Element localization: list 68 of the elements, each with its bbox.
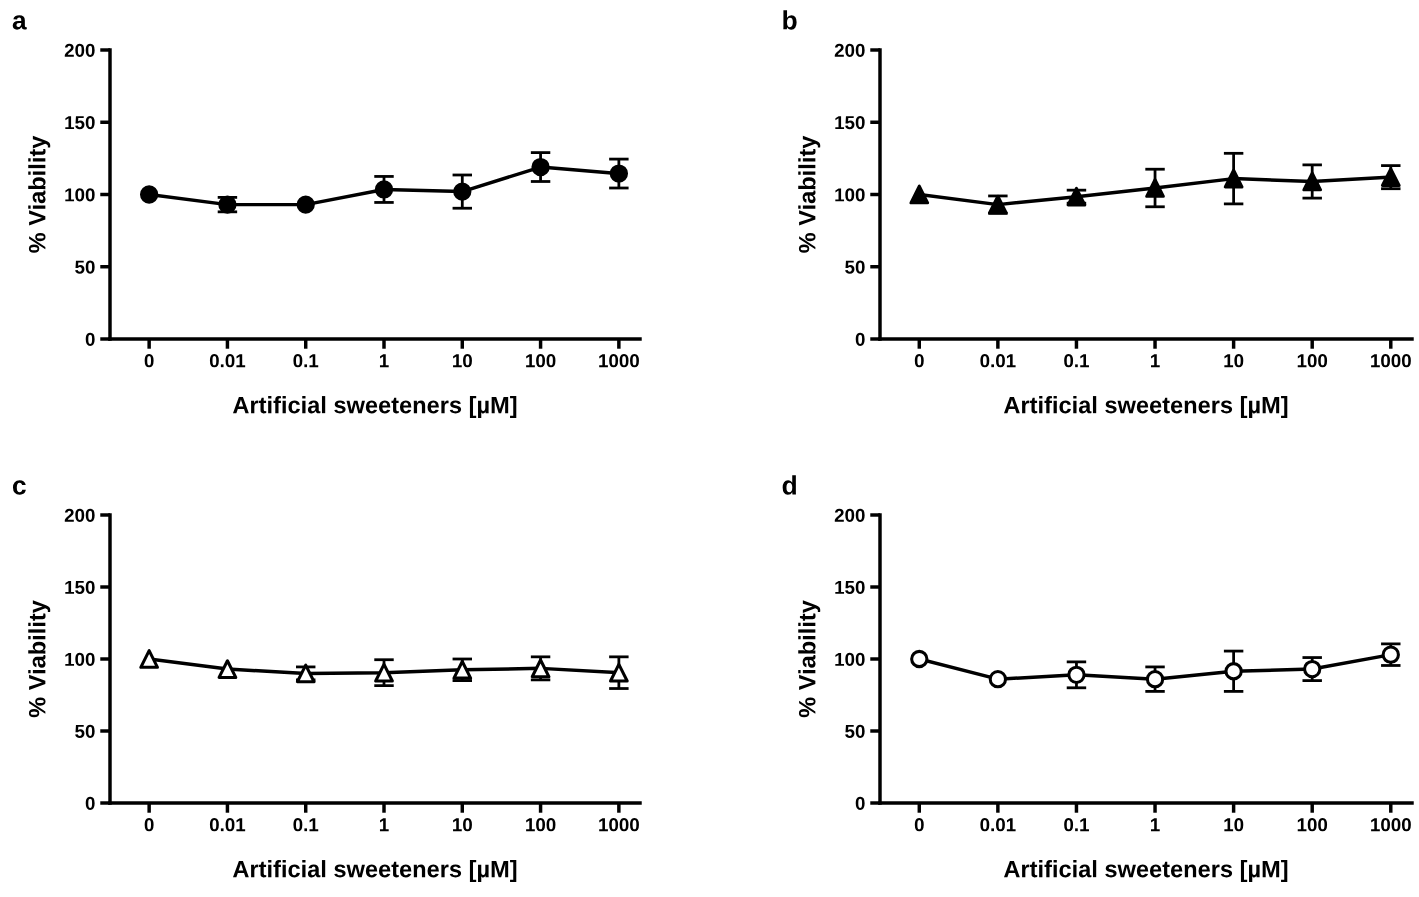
y-tick-label: 50: [845, 724, 865, 738]
point: [1145, 178, 1165, 198]
x-axis-title: Artificial sweeteners [µM]: [1003, 396, 1288, 419]
y-tick-label: 200: [64, 508, 95, 522]
x-tick-label: 0.01: [980, 354, 1016, 368]
y-tick-label: 0: [855, 332, 865, 346]
x-tick-label: 0.01: [209, 818, 246, 832]
x-tick-label: 0.1: [293, 354, 319, 368]
x-tick-label: 10: [1224, 818, 1244, 832]
y-tick-label: 150: [65, 580, 95, 594]
y-axis-title: % Viability: [798, 135, 821, 253]
x-tick-label: 1000: [1371, 354, 1411, 368]
x-tick-label: 0: [914, 354, 924, 368]
x-tick-label: 100: [526, 818, 556, 832]
y-tick-label: 100: [835, 188, 865, 202]
y-tick-label: 0: [85, 796, 95, 810]
x-tick-label: 10: [1224, 354, 1244, 368]
x-tick-label: 10: [453, 354, 472, 368]
x-tick-label: 0.01: [209, 354, 246, 368]
x-tick-label: 0.1: [1064, 354, 1089, 368]
chart-title: a: [12, 15, 27, 30]
x-tick-label: 0.01: [980, 818, 1016, 832]
y-tick-label: 50: [75, 260, 95, 274]
x-tick-label: 0: [144, 354, 154, 368]
point: [1223, 168, 1244, 189]
x-tick-label: 100: [526, 354, 556, 368]
x-axis-title: Artificial sweeteners [µM]: [232, 396, 517, 419]
y-tick-label: 0: [855, 796, 865, 810]
chart-title: d: [782, 475, 796, 495]
x-tick-label: 10: [453, 818, 472, 832]
x-tick-label: 100: [1297, 354, 1328, 368]
y-tick-label: 50: [75, 724, 95, 738]
y-axis-title: % Viability: [28, 600, 51, 718]
x-tick-label: 1000: [599, 354, 639, 368]
x-tick-label: 0.1: [293, 818, 319, 832]
x-tick-label: 1: [1151, 818, 1160, 832]
x-tick-label: 100: [1297, 818, 1328, 832]
point: [609, 662, 629, 683]
x-tick-label: 0.1: [1064, 818, 1089, 832]
y-axis-title: % Viability: [28, 135, 51, 253]
x-axis-title: Artificial sweeteners [µM]: [232, 860, 517, 883]
x-tick-label: 1000: [599, 818, 639, 832]
x-tick-label: 0: [914, 818, 924, 832]
x-tick-label: 1: [379, 818, 389, 832]
y-tick-label: 50: [845, 260, 865, 274]
y-tick-label: 150: [835, 115, 865, 130]
y-tick-label: 200: [834, 43, 865, 57]
x-axis-title: Artificial sweeteners [µM]: [1003, 860, 1288, 883]
y-tick-label: 100: [65, 652, 95, 666]
point: [1302, 171, 1323, 192]
x-tick-label: 1000: [1371, 818, 1411, 832]
point: [217, 659, 238, 679]
y-tick-label: 150: [835, 580, 865, 594]
x-tick-label: 1: [1151, 354, 1160, 368]
point: [374, 662, 394, 683]
y-tick-label: 200: [64, 43, 95, 57]
point: [139, 649, 160, 669]
y-tick-label: 100: [65, 188, 95, 202]
y-tick-label: 150: [65, 115, 95, 130]
y-tick-label: 100: [835, 652, 865, 666]
y-tick-label: 0: [85, 332, 95, 346]
y-tick-label: 200: [834, 508, 865, 522]
point: [909, 184, 930, 205]
x-tick-label: 1: [379, 354, 389, 368]
x-tick-label: 0: [144, 818, 154, 832]
y-axis-title: % Viability: [798, 600, 821, 718]
chart-title: b: [783, 10, 797, 30]
chart-title: c: [12, 480, 26, 495]
